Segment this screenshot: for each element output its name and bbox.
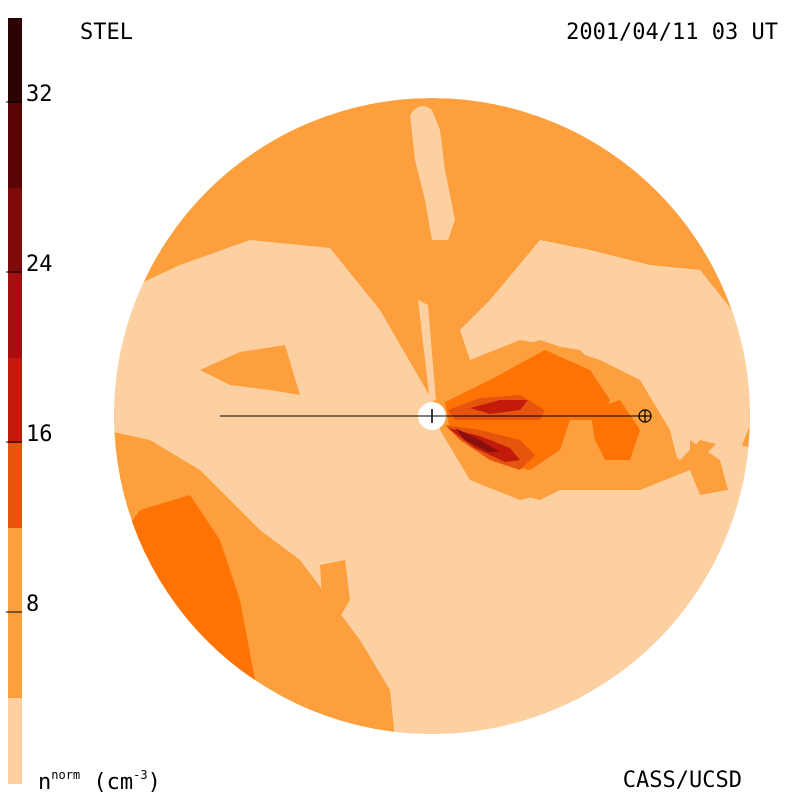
density-region-light-beam bbox=[418, 300, 436, 402]
instrument-label: STEL bbox=[80, 20, 133, 45]
color-bar bbox=[8, 18, 22, 784]
color-bar-band-2 bbox=[8, 528, 22, 698]
credit-label: CASS/UCSD bbox=[622, 768, 742, 793]
density-region-left-lobe bbox=[114, 495, 255, 700]
color-bar-band-5 bbox=[8, 358, 22, 443]
density-island-right bbox=[690, 440, 728, 495]
units-superscript: norm bbox=[51, 768, 81, 782]
density-structure-mid-right bbox=[590, 400, 640, 460]
earth-marker bbox=[638, 409, 652, 423]
color-bar-band-8 bbox=[8, 103, 22, 188]
tick-label-16: 16 bbox=[26, 422, 53, 447]
timestamp-label: 2001/04/11 03 UT bbox=[566, 20, 778, 45]
density-structure-peak bbox=[455, 428, 500, 452]
units-exponent: -3 bbox=[133, 768, 148, 782]
density-region-light-streak bbox=[410, 106, 455, 240]
units-base: n bbox=[38, 770, 52, 795]
density-island-bottom bbox=[250, 530, 395, 734]
color-bar-band-6 bbox=[8, 273, 22, 358]
tick-label-32: 32 bbox=[26, 82, 53, 107]
density-region-light-bottom bbox=[114, 430, 750, 734]
density-structure-core-2 bbox=[470, 400, 528, 414]
units-label: nnorm (cm-3) bbox=[38, 769, 161, 794]
density-region-light-right bbox=[460, 240, 750, 460]
units-paren-open: (cm bbox=[80, 770, 134, 795]
tick-label-24: 24 bbox=[26, 252, 53, 277]
color-bar-band-7 bbox=[8, 188, 22, 273]
density-island-left bbox=[200, 345, 300, 395]
color-bar-band-4 bbox=[8, 443, 22, 528]
color-bar-band-1 bbox=[8, 698, 22, 784]
tick-label-8: 8 bbox=[26, 592, 40, 617]
color-bar-band-9 bbox=[8, 18, 22, 103]
color-bar-ticks bbox=[6, 101, 22, 613]
units-paren-close: ) bbox=[147, 770, 161, 795]
